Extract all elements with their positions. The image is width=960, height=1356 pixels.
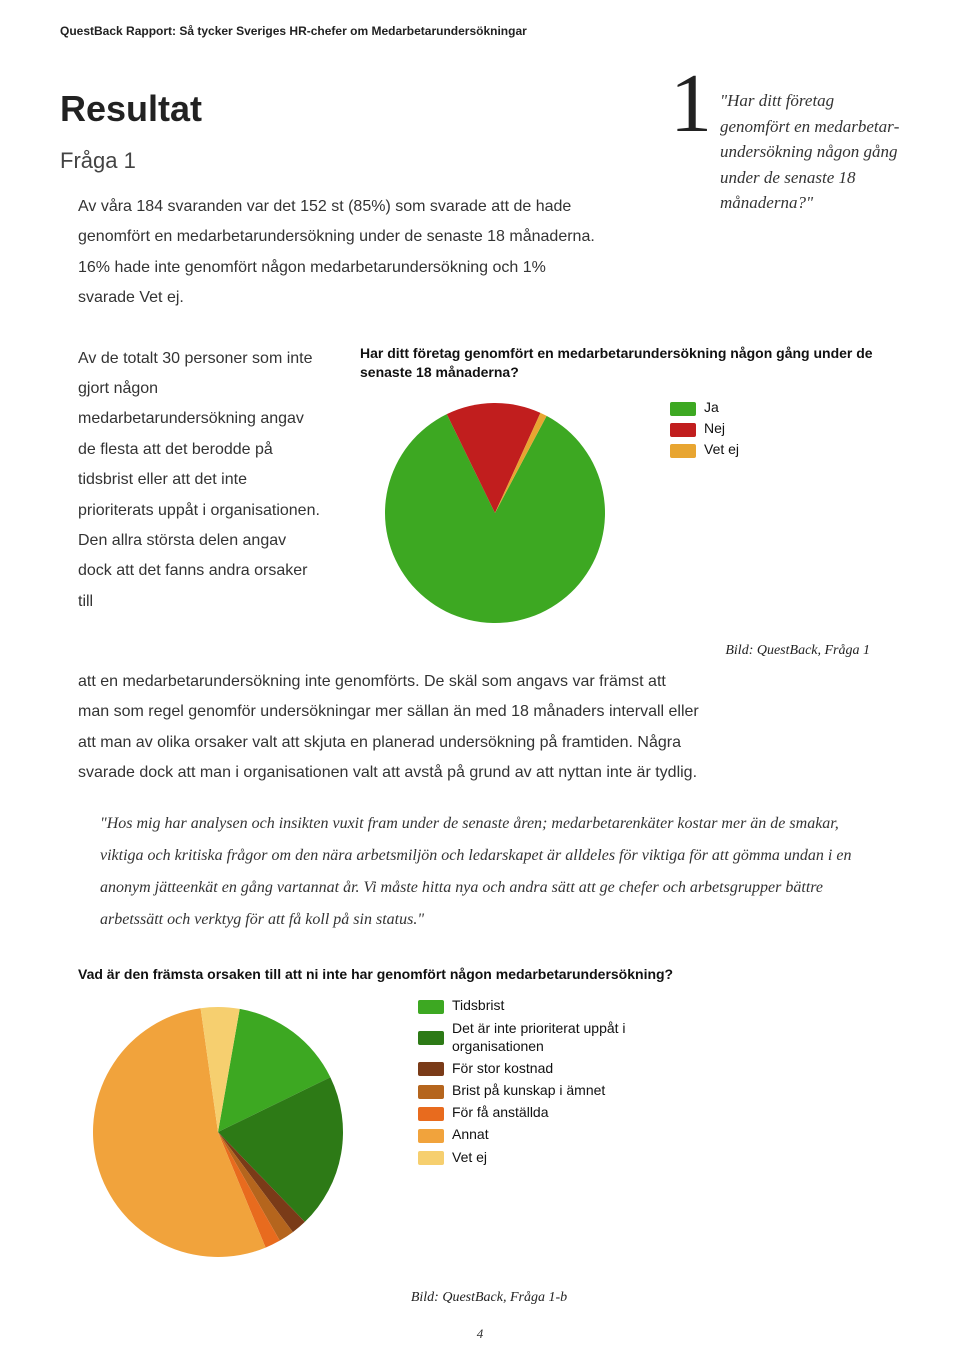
- legend-label: Vet ej: [704, 441, 739, 457]
- mid-left-paragraph: Av de totalt 30 personer som inte gjort …: [60, 344, 320, 659]
- legend-swatch: [418, 1000, 444, 1014]
- chart2-body: Tidsbrist Det är inte prioriterat uppåt i…: [78, 992, 900, 1272]
- legend-item: För stor kostnad: [418, 1059, 652, 1077]
- legend-swatch: [418, 1062, 444, 1076]
- chart2-title: Vad är den främsta orsaken till att ni i…: [78, 966, 900, 982]
- legend-label: Annat: [452, 1125, 489, 1143]
- top-row: Resultat Fråga 1 Av våra 184 svaranden v…: [60, 88, 900, 314]
- intro-paragraph: Av våra 184 svaranden var det 152 st (85…: [60, 192, 600, 314]
- pull-quote: "Hos mig har analysen och insikten vuxit…: [60, 808, 900, 936]
- question-callout: 1 "Har ditt företag genomfört en medarbe…: [670, 88, 900, 216]
- chart1-legend: Ja Nej Vet ej: [670, 399, 739, 462]
- legend-swatch: [418, 1151, 444, 1165]
- legend-swatch: [418, 1107, 444, 1121]
- legend-swatch: [670, 444, 696, 458]
- chart1-container: Har ditt företag genomfört en medarbetar…: [320, 344, 900, 659]
- pie-chart-2: [78, 992, 378, 1272]
- callout-number: 1: [670, 70, 712, 216]
- legend-label: Brist på kunskap i ämnet: [452, 1081, 605, 1099]
- legend-item: Tidsbrist: [418, 996, 652, 1014]
- legend-item: Vet ej: [670, 441, 739, 458]
- legend-label: Vet ej: [452, 1148, 487, 1166]
- legend-label: Det är inte prioriterat uppåt i organisa…: [452, 1019, 652, 1055]
- legend-item: För få anställda: [418, 1103, 652, 1121]
- legend-item: Annat: [418, 1125, 652, 1143]
- legend-label: Ja: [704, 399, 719, 415]
- pie-chart-1: [360, 393, 630, 633]
- legend-item: Nej: [670, 420, 739, 437]
- legend-label: Tidsbrist: [452, 996, 504, 1014]
- continued-paragraph: att en medarbetarundersökning inte genom…: [60, 667, 700, 789]
- legend-swatch: [418, 1129, 444, 1143]
- chart2-legend: Tidsbrist Det är inte prioriterat uppåt i…: [418, 996, 652, 1170]
- legend-label: För få anställda: [452, 1103, 549, 1121]
- chart1-caption: Bild: QuestBack, Fråga 1: [360, 643, 900, 659]
- result-heading: Resultat: [60, 88, 600, 130]
- question-label: Fråga 1: [60, 148, 600, 174]
- legend-swatch: [670, 423, 696, 437]
- chart2-container: Vad är den främsta orsaken till att ni i…: [60, 966, 900, 1306]
- callout-text: "Har ditt företag genomfört en medarbeta…: [720, 88, 900, 216]
- legend-item: Ja: [670, 399, 739, 416]
- legend-item: Det är inte prioriterat uppåt i organisa…: [418, 1019, 652, 1055]
- legend-item: Vet ej: [418, 1148, 652, 1166]
- mid-section: Av de totalt 30 personer som inte gjort …: [60, 344, 900, 659]
- chart1-pie: [360, 393, 630, 633]
- legend-label: Nej: [704, 420, 725, 436]
- report-header: QuestBack Rapport: Så tycker Sveriges HR…: [60, 24, 900, 38]
- legend-swatch: [418, 1031, 444, 1045]
- legend-swatch: [670, 402, 696, 416]
- legend-swatch: [418, 1085, 444, 1099]
- chart2-caption: Bild: QuestBack, Fråga 1-b: [78, 1290, 900, 1306]
- chart1-title: Har ditt företag genomfört en medarbetar…: [360, 344, 900, 383]
- chart1-body: Ja Nej Vet ej: [360, 393, 900, 633]
- legend-item: Brist på kunskap i ämnet: [418, 1081, 652, 1099]
- legend-label: För stor kostnad: [452, 1059, 553, 1077]
- chart2-pie: [78, 992, 378, 1272]
- page-number: 4: [0, 1326, 960, 1342]
- left-column: Resultat Fråga 1 Av våra 184 svaranden v…: [60, 88, 600, 314]
